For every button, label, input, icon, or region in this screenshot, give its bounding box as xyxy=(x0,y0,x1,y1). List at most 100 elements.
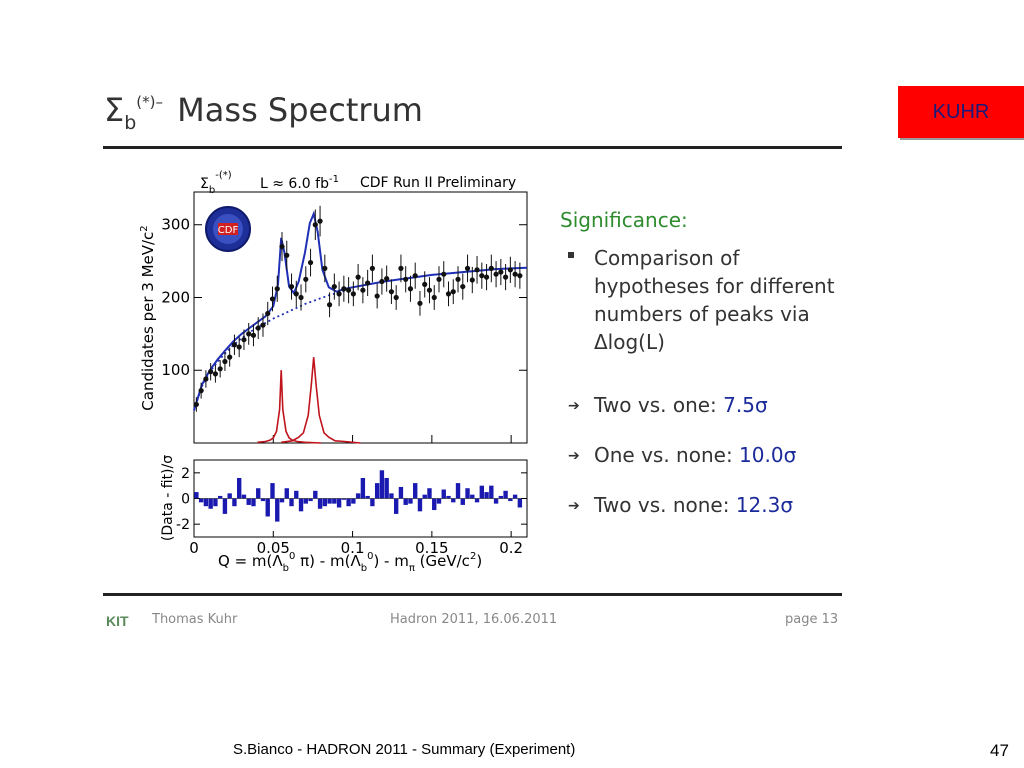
data-point xyxy=(250,332,257,338)
data-point xyxy=(355,274,361,280)
xtick-label: 0.15 xyxy=(415,539,448,557)
x-axis-label-part: π xyxy=(409,563,415,574)
residual-bar xyxy=(217,495,223,499)
title-superscript: (*)– xyxy=(136,93,163,111)
significance-bullet: Comparison of hypotheses for different n… xyxy=(594,246,835,354)
data-point xyxy=(231,342,238,348)
title-subscript: b xyxy=(124,112,137,134)
xtick-labels: 0 0.05 0.1 0.15 0.2 xyxy=(189,539,523,557)
residual-bar xyxy=(237,477,242,499)
residual-bar xyxy=(198,498,204,503)
residual-bar xyxy=(341,498,347,500)
data-point xyxy=(265,310,271,317)
residual-bars-layer xyxy=(194,470,527,522)
residual-bar xyxy=(493,498,499,504)
residual-bar xyxy=(384,477,389,499)
data-point xyxy=(274,286,280,292)
residual-ticks xyxy=(193,472,527,537)
residual-bar xyxy=(465,488,470,499)
data-point xyxy=(288,283,295,290)
data-point xyxy=(227,354,233,360)
data-point xyxy=(346,287,352,293)
data-point xyxy=(422,281,428,287)
x-axis-label-part: 0 xyxy=(367,551,373,562)
residual-bar xyxy=(479,485,484,499)
data-point xyxy=(464,265,471,271)
kit-logo: KIT xyxy=(106,613,129,629)
residual-bar xyxy=(446,495,451,499)
title-rule xyxy=(103,146,842,149)
title-symbol: Σ xyxy=(104,91,125,129)
residual-bar xyxy=(313,490,318,499)
residual-bar xyxy=(422,494,427,499)
residual-bar xyxy=(241,494,247,499)
data-point xyxy=(498,269,504,275)
residual-bar xyxy=(413,483,418,499)
data-point xyxy=(441,271,447,277)
residual-bar xyxy=(256,488,261,499)
data-point xyxy=(403,276,409,282)
residual-bar xyxy=(308,498,313,502)
residual-bar xyxy=(441,489,446,499)
residual-bar xyxy=(194,492,199,499)
residual-bar xyxy=(427,488,432,499)
bottom-credit: S.Bianco - HADRON 2011 - Summary (Experi… xyxy=(233,741,576,758)
annotation-lumi-sup: -1 xyxy=(329,174,339,185)
main-ytick-label: 100 xyxy=(161,361,190,379)
x-axis-label-part: ) - m xyxy=(373,552,408,570)
data-point xyxy=(360,287,366,293)
residual-bar xyxy=(389,493,394,499)
x-axis-label-part: (GeV/c xyxy=(415,552,470,570)
residual-bar xyxy=(398,486,404,499)
slide-number: 47 xyxy=(990,741,1009,760)
xtick-label: 0.2 xyxy=(499,539,523,557)
annotation-symbol-sup: -(*) xyxy=(215,170,232,181)
data-point xyxy=(279,243,285,250)
x-axis-label-part: ) xyxy=(476,552,482,570)
residual-bar xyxy=(470,494,475,499)
data-point xyxy=(241,337,247,343)
data-point xyxy=(303,276,309,282)
annotation-lumi: L ≈ 6.0 fb-1 xyxy=(260,174,339,192)
residual-bar xyxy=(455,483,461,499)
main-ytick-label: 200 xyxy=(161,288,190,306)
result-two-vs-none: Two vs. none: 12.3σ xyxy=(594,493,793,517)
residual-bar xyxy=(517,498,523,508)
data-point xyxy=(208,369,214,375)
main-ticks xyxy=(193,224,527,443)
x-axis-label-part: b xyxy=(283,563,289,574)
residual-bar xyxy=(508,498,513,502)
main-ytick-label: 300 xyxy=(161,216,190,234)
data-point xyxy=(293,291,299,297)
x-axis-label-part: π) - m(Λ xyxy=(295,552,361,570)
title-text: Mass Spectrum xyxy=(177,91,423,129)
data-point xyxy=(365,280,371,286)
result-value: 12.3σ xyxy=(735,493,794,517)
residual-bar xyxy=(294,490,299,499)
data-point xyxy=(512,271,518,277)
xtick-label: 0.1 xyxy=(341,539,365,557)
residual-bar xyxy=(322,498,328,507)
result-two-vs-one: Two vs. one: 7.5σ xyxy=(594,393,768,417)
x-axis-label-part: 2 xyxy=(470,551,476,562)
residual-bar xyxy=(393,498,399,514)
residual-bar xyxy=(484,492,489,499)
data-point xyxy=(502,274,509,280)
data-point xyxy=(212,371,219,377)
data-point xyxy=(379,278,385,285)
data-point xyxy=(455,276,461,282)
residual-bar xyxy=(460,498,465,505)
data-point xyxy=(426,287,433,293)
data-point xyxy=(488,265,494,271)
residual-bar xyxy=(379,470,385,499)
residual-ytick-labels: 2 0 -2 xyxy=(176,466,190,533)
data-point xyxy=(483,274,490,280)
fit-curve xyxy=(193,210,528,411)
data-point xyxy=(407,286,414,292)
main-y-axis-label: Candidates per 3 MeV/c2 xyxy=(139,225,157,410)
residual-bar xyxy=(227,493,232,499)
residual-bar xyxy=(332,498,337,504)
data-point xyxy=(398,265,404,271)
residual-bar xyxy=(327,498,332,504)
